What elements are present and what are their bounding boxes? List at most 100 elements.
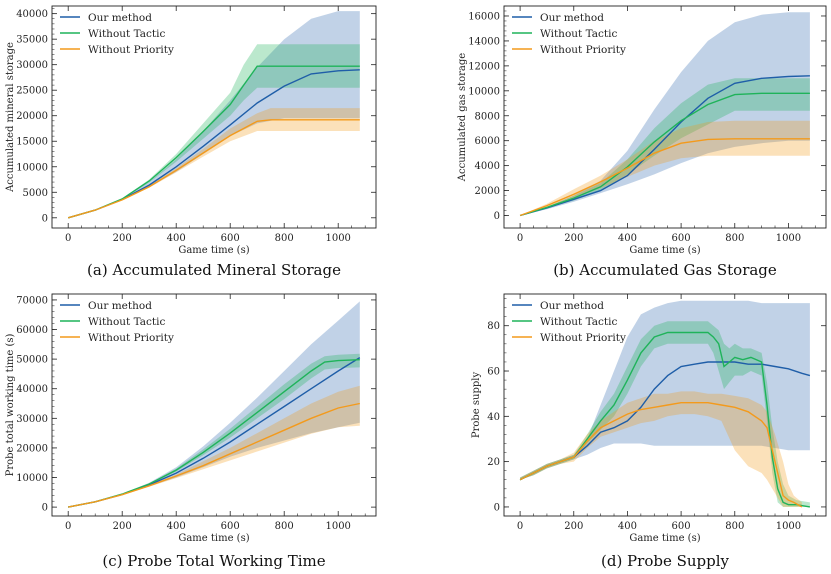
legend-label-c-1: Without Tactic — [88, 316, 165, 328]
xtick-label-d-4: 800 — [725, 521, 744, 532]
ylabel-c: Probe total working time (s) — [5, 334, 16, 477]
xlabel-c: Game time (s) — [178, 533, 249, 544]
panel-b: 0 200 400 600 800 100002000400060008000100001… — [457, 5, 827, 279]
xtick-label-d-0: 0 — [517, 521, 523, 532]
xlabel-b: Game time (s) — [629, 245, 700, 256]
xtick-label-b-2: 400 — [618, 233, 637, 244]
ytick-label-a-0: 0 — [42, 213, 48, 224]
ytick-label-c-6: 60000 — [16, 325, 48, 336]
ytick-label-b-4: 8000 — [475, 111, 500, 122]
ytick-label-a-1: 5000 — [23, 188, 48, 199]
band-a-0 — [68, 11, 360, 218]
band-c-0 — [68, 301, 360, 508]
panel-a: 0 200 400 600 800 100005000100001500020000250… — [5, 5, 377, 279]
ytick-label-b-3: 6000 — [475, 136, 500, 147]
panel-c: 0 200 400 600 800 100001000020000300004000050… — [5, 293, 377, 570]
band-b-2 — [520, 120, 810, 216]
legend-label-d-1: Without Tactic — [540, 316, 617, 328]
ytick-label-c-2: 20000 — [16, 443, 48, 454]
legend-label-c-2: Without Priority — [88, 332, 174, 344]
plot-area-a — [51, 5, 377, 229]
ytick-label-a-8: 40000 — [16, 9, 48, 20]
band-d-1 — [520, 321, 810, 507]
legend-label-b-0: Our method — [540, 12, 604, 24]
band-b-0 — [520, 12, 810, 216]
legend-label-c-0: Our method — [88, 300, 152, 312]
xtick-label-d-5: 1000 — [776, 521, 801, 532]
legend-label-b-2: Without Priority — [540, 44, 626, 56]
ytick-label-b-7: 14000 — [468, 36, 500, 47]
band-d-2 — [520, 391, 802, 507]
xtick-label-d-1: 200 — [564, 521, 583, 532]
xtick-label-d-3: 600 — [672, 521, 691, 532]
xtick-label-b-0: 0 — [517, 233, 523, 244]
legend-label-d-2: Without Priority — [540, 332, 626, 344]
ylabel-d: Probe supply — [471, 372, 482, 439]
ytick-label-a-2: 10000 — [16, 162, 48, 173]
series-line-a-2 — [68, 119, 360, 219]
xtick-label-a-3: 600 — [221, 233, 240, 244]
ytick-label-d-1: 20 — [487, 457, 500, 468]
series-line-c-2 — [68, 402, 360, 508]
legend-label-b-1: Without Tactic — [540, 28, 617, 40]
xtick-label-a-5: 1000 — [325, 233, 350, 244]
series-line-b-2 — [519, 138, 810, 217]
caption-a: (a) Accumulated Mineral Storage — [87, 261, 341, 279]
xtick-label-c-2: 400 — [167, 521, 186, 532]
ytick-label-c-1: 10000 — [16, 473, 48, 484]
xtick-label-c-4: 800 — [275, 521, 294, 532]
band-c-1 — [68, 353, 360, 508]
xtick-label-d-2: 400 — [618, 521, 637, 532]
ytick-label-a-7: 35000 — [16, 35, 48, 46]
ytick-label-d-3: 60 — [487, 367, 500, 378]
plot-area-b — [503, 5, 827, 229]
plot-area-d — [503, 293, 827, 517]
ytick-label-c-7: 70000 — [16, 295, 48, 306]
ytick-label-d-2: 40 — [487, 412, 500, 423]
ylabel-b: Accumulated gas storage — [457, 53, 468, 182]
legend-label-d-0: Our method — [540, 300, 604, 312]
series-line-a-1 — [68, 65, 360, 219]
xlabel-a: Game time (s) — [178, 245, 249, 256]
legend-label-a-0: Our method — [88, 12, 152, 24]
legend-label-a-1: Without Tactic — [88, 28, 165, 40]
ytick-label-d-0: 0 — [494, 502, 500, 513]
series-line-d-1 — [519, 331, 811, 508]
ytick-label-d-4: 80 — [487, 321, 500, 332]
band-a-1 — [68, 44, 360, 218]
ytick-label-c-4: 40000 — [16, 384, 48, 395]
xtick-label-c-1: 200 — [113, 521, 132, 532]
ytick-label-a-3: 15000 — [16, 137, 48, 148]
ytick-label-b-0: 0 — [494, 211, 500, 222]
ytick-label-c-3: 30000 — [16, 414, 48, 425]
xtick-label-b-4: 800 — [725, 233, 744, 244]
xtick-label-a-0: 0 — [65, 233, 71, 244]
series-line-d-2 — [519, 402, 803, 508]
xtick-label-a-4: 800 — [275, 233, 294, 244]
caption-b: (b) Accumulated Gas Storage — [553, 261, 777, 279]
ytick-label-b-2: 4000 — [475, 161, 500, 172]
band-c-2 — [68, 385, 360, 508]
ylabel-a: Accumulated mineral storage — [5, 42, 16, 193]
xtick-label-a-2: 400 — [167, 233, 186, 244]
ytick-label-c-5: 50000 — [16, 355, 48, 366]
ytick-label-a-5: 25000 — [16, 86, 48, 97]
xtick-label-c-5: 1000 — [325, 521, 350, 532]
ytick-label-b-6: 12000 — [468, 61, 500, 72]
series-line-b-0 — [519, 75, 810, 217]
ytick-label-b-8: 16000 — [468, 11, 500, 22]
ytick-label-a-4: 20000 — [16, 111, 48, 122]
ytick-label-a-6: 30000 — [16, 60, 48, 71]
ytick-label-b-1: 2000 — [475, 186, 500, 197]
band-b-1 — [520, 78, 810, 216]
xtick-label-b-5: 1000 — [776, 233, 801, 244]
xtick-label-a-1: 200 — [113, 233, 132, 244]
series-line-b-1 — [519, 92, 810, 217]
xlabel-d: Game time (s) — [629, 533, 700, 544]
ytick-label-b-5: 10000 — [468, 86, 500, 97]
xtick-label-c-3: 600 — [221, 521, 240, 532]
ytick-label-c-0: 0 — [42, 503, 48, 514]
xtick-label-b-3: 600 — [672, 233, 691, 244]
caption-c: (c) Probe Total Working Time — [102, 552, 325, 570]
